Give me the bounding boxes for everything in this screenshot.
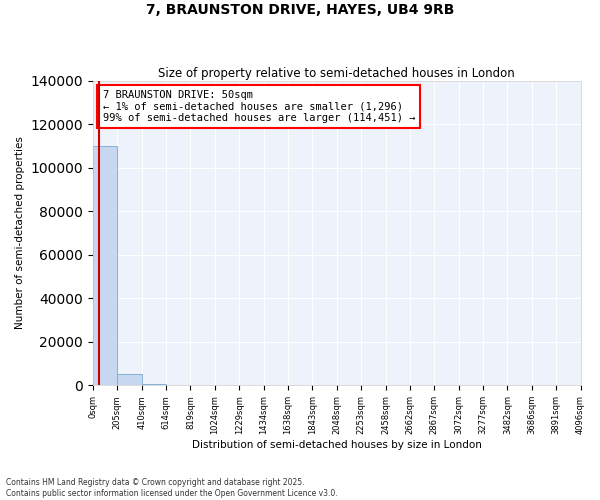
Y-axis label: Number of semi-detached properties: Number of semi-detached properties — [15, 136, 25, 330]
Title: Size of property relative to semi-detached houses in London: Size of property relative to semi-detach… — [158, 66, 515, 80]
Text: Contains HM Land Registry data © Crown copyright and database right 2025.
Contai: Contains HM Land Registry data © Crown c… — [6, 478, 338, 498]
Bar — [118, 374, 142, 386]
Text: 7, BRAUNSTON DRIVE, HAYES, UB4 9RB: 7, BRAUNSTON DRIVE, HAYES, UB4 9RB — [146, 2, 454, 16]
Text: 7 BRAUNSTON DRIVE: 50sqm
← 1% of semi-detached houses are smaller (1,296)
99% of: 7 BRAUNSTON DRIVE: 50sqm ← 1% of semi-de… — [103, 90, 415, 123]
Bar — [142, 384, 166, 386]
Bar — [93, 146, 118, 386]
X-axis label: Distribution of semi-detached houses by size in London: Distribution of semi-detached houses by … — [192, 440, 482, 450]
